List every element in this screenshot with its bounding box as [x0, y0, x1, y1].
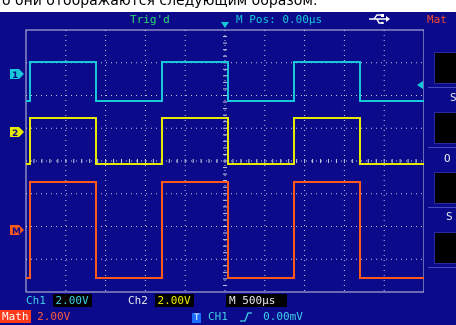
- ch2-status: Ch2 2.00V: [128, 294, 194, 307]
- trigger-level: 0.00mV: [263, 310, 303, 323]
- trigger-state-label: Trig'd: [130, 13, 170, 26]
- trigger-status: T CH1 0.00mV: [192, 310, 303, 323]
- waveform-display: 1 2 M: [10, 22, 424, 293]
- ch2-ground-marker: 2: [10, 127, 24, 139]
- timebase-status: M 500µs: [226, 294, 288, 307]
- ch1-status: Ch1 2.00V: [26, 294, 92, 307]
- math-scale: 2.00V: [37, 310, 71, 323]
- caption-text: о они отображаются следующим образом:: [2, 0, 318, 9]
- svg-text:M: M: [12, 227, 21, 237]
- usb-icon: [369, 14, 390, 24]
- caption-strip: о они отображаются следующим образом:: [0, 0, 456, 12]
- ch2-trace: [26, 117, 424, 165]
- trigger-position-icon: [221, 22, 229, 28]
- svg-text:2: 2: [12, 129, 18, 139]
- waveform-traces: [26, 61, 424, 279]
- top-status-bar: Trig'd M Pos: 0.00µs: [0, 12, 456, 28]
- ch2-label: Ch2: [128, 294, 148, 307]
- ch1-label: Ch1: [26, 294, 46, 307]
- menu-divider: [428, 207, 456, 208]
- ch1-scale: 2.00V: [52, 294, 92, 307]
- softkey-2[interactable]: [434, 112, 456, 144]
- softkey-3[interactable]: [434, 172, 456, 204]
- channel-markers: 1 2 M: [10, 69, 423, 237]
- ch1-ground-marker: 1: [10, 69, 24, 81]
- trigger-source: CH1: [208, 310, 228, 323]
- math-menu-panel: Mat S O S: [424, 12, 456, 325]
- ch2-scale: 2.00V: [154, 294, 194, 307]
- softkey-1[interactable]: [434, 52, 456, 84]
- main-position-readout: M Pos: 0.00µs: [236, 13, 323, 26]
- math-ground-marker: M: [10, 225, 24, 237]
- math-status: Math 2.00V: [0, 310, 70, 323]
- oscilloscope-screen: Trig'd M Pos: 0.00µs 1 2 M Mat S O S Ch1 2…: [0, 12, 456, 325]
- menu-label-operator: O: [444, 152, 451, 165]
- menu-label-source: S: [450, 91, 456, 104]
- menu-divider: [428, 267, 456, 268]
- timebase-value: 500µs: [242, 294, 276, 307]
- math-menu-title: Mat: [427, 13, 447, 26]
- menu-divider: [428, 87, 456, 88]
- menu-divider: [428, 147, 456, 148]
- softkey-4[interactable]: [434, 232, 456, 264]
- svg-text:1: 1: [12, 71, 18, 81]
- trigger-badge-icon: T: [192, 313, 202, 323]
- graticule: [25, 22, 424, 293]
- ch1-trace: [26, 61, 424, 102]
- math-trace: [26, 181, 424, 279]
- timebase-label: M: [229, 294, 236, 307]
- rising-edge-icon: [239, 312, 252, 322]
- math-label: Math: [2, 310, 29, 323]
- trigger-level-marker: [417, 81, 423, 89]
- menu-label-source-b: S: [446, 210, 453, 223]
